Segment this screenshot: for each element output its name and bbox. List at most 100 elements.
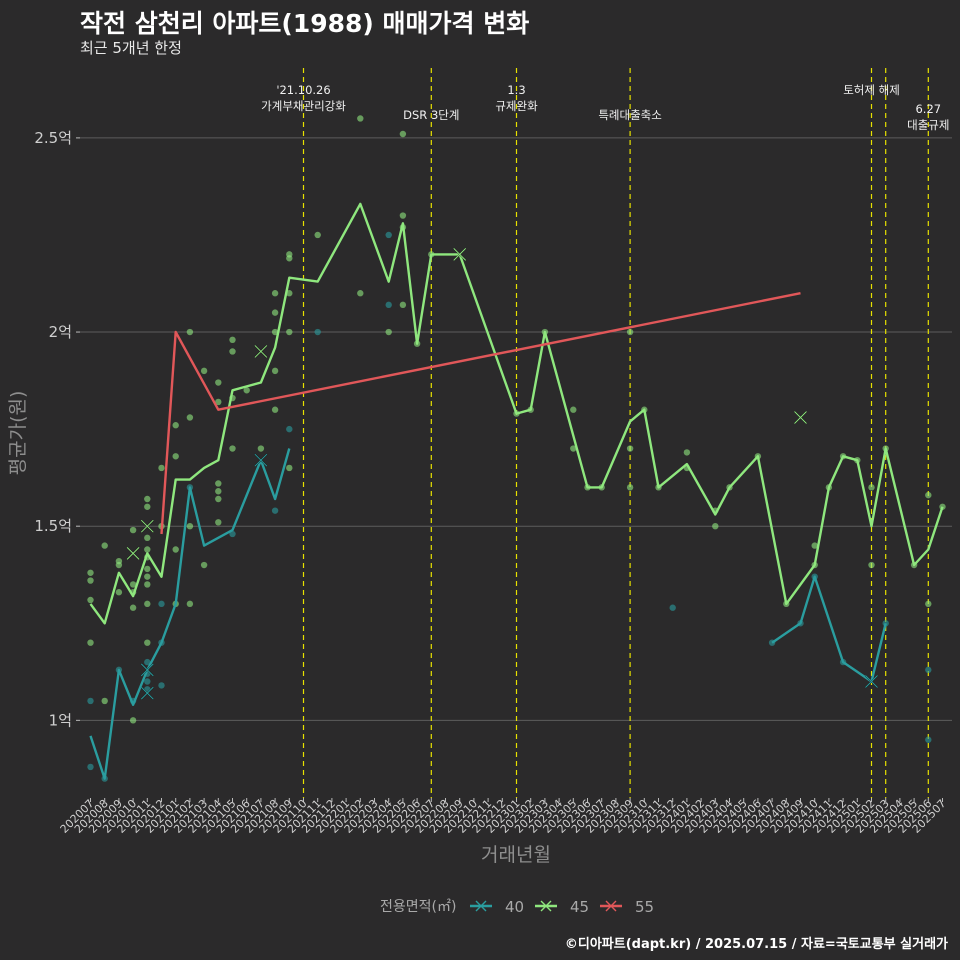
data-point — [626, 328, 634, 336]
series-line-45 — [89, 202, 944, 625]
data-point — [286, 328, 293, 336]
data-point — [87, 577, 94, 584]
data-point — [144, 600, 151, 608]
data-point — [399, 301, 407, 309]
data-point — [570, 445, 577, 452]
data-point — [669, 604, 676, 611]
data-point — [385, 231, 392, 239]
data-point — [243, 387, 250, 394]
x-marker — [140, 686, 154, 700]
data-point — [129, 526, 137, 534]
data-point — [399, 130, 407, 138]
data-point — [144, 534, 151, 542]
data-point — [925, 600, 932, 608]
data-point — [144, 565, 151, 573]
data-point — [286, 290, 293, 297]
data-point — [158, 600, 165, 608]
data-point — [271, 406, 279, 413]
data-point — [229, 336, 236, 344]
data-point — [215, 488, 222, 495]
legend-marker-40 — [475, 900, 487, 912]
data-point — [144, 546, 151, 553]
data-point — [158, 682, 165, 689]
y-tick-label: 1.5억 — [34, 517, 72, 535]
data-point — [286, 464, 293, 472]
legend-label-55: 55 — [635, 898, 654, 916]
series-line-55 — [160, 292, 801, 535]
event-label: 특례대출축소 — [598, 108, 661, 122]
legend-title: 전용면적(㎡) — [380, 899, 456, 915]
data-point — [87, 596, 94, 604]
data-point — [87, 639, 94, 646]
event-label: 1.3 — [507, 83, 525, 97]
chart-title: 작전 삼천리 아파트(1988) 매매가격 변화 — [80, 9, 530, 38]
data-point — [186, 522, 194, 530]
y-tick-label: 2억 — [49, 323, 72, 341]
y-tick-label: 2.5억 — [34, 129, 72, 147]
data-point — [87, 697, 94, 705]
data-point — [158, 464, 165, 472]
data-point — [399, 212, 407, 219]
data-point — [87, 569, 94, 576]
data-point — [186, 600, 194, 608]
data-point — [626, 484, 634, 491]
data-point — [144, 495, 151, 503]
data-point — [186, 414, 194, 421]
data-point — [385, 328, 392, 336]
data-point — [925, 491, 932, 499]
x-marker — [254, 453, 268, 467]
legend-marker-45 — [540, 900, 552, 912]
event-label: 가계부채관리강화 — [261, 99, 346, 113]
data-point — [101, 697, 108, 705]
event-label: 규제완화 — [495, 99, 538, 113]
event-label: '21.10.26 — [276, 83, 330, 97]
data-point — [129, 604, 137, 611]
data-point — [215, 480, 222, 487]
legend-marker-55 — [605, 900, 617, 912]
data-point — [129, 581, 137, 588]
data-point — [357, 290, 364, 297]
data-point — [229, 445, 236, 452]
source-caption: ©디아파트(dapt.kr) / 2025.07.15 / 자료=국토교통부 실… — [564, 937, 948, 952]
data-point — [115, 561, 123, 569]
data-point — [712, 522, 719, 530]
x-marker — [794, 411, 807, 424]
legend-label-45: 45 — [570, 898, 589, 916]
data-point — [172, 453, 179, 460]
data-point — [115, 589, 123, 596]
series-line-40 — [771, 575, 887, 683]
data-point — [626, 445, 634, 452]
data-point — [314, 328, 321, 336]
data-point — [286, 255, 293, 262]
data-point — [186, 328, 194, 336]
data-point — [144, 678, 151, 685]
data-point — [129, 717, 137, 724]
data-point — [925, 666, 932, 674]
data-point — [357, 115, 364, 122]
data-point — [271, 507, 279, 514]
data-point — [144, 639, 151, 646]
data-point — [868, 484, 875, 491]
data-point — [257, 445, 265, 452]
event-label: 대출규제 — [907, 118, 949, 132]
x-marker — [140, 519, 154, 533]
data-point — [229, 348, 236, 355]
data-point — [144, 503, 151, 510]
x-marker — [865, 675, 878, 688]
data-point — [215, 379, 222, 386]
data-point — [570, 406, 577, 413]
data-point — [271, 309, 279, 316]
data-point — [811, 542, 818, 549]
data-point — [271, 290, 279, 297]
data-point — [215, 398, 222, 406]
data-point — [271, 367, 279, 375]
data-point — [385, 301, 392, 309]
data-point — [200, 367, 208, 375]
data-point — [215, 519, 222, 526]
data-point — [144, 573, 151, 580]
data-point — [144, 581, 151, 588]
data-point — [87, 763, 94, 771]
data-point — [683, 449, 691, 456]
series-line-40 — [89, 448, 291, 780]
